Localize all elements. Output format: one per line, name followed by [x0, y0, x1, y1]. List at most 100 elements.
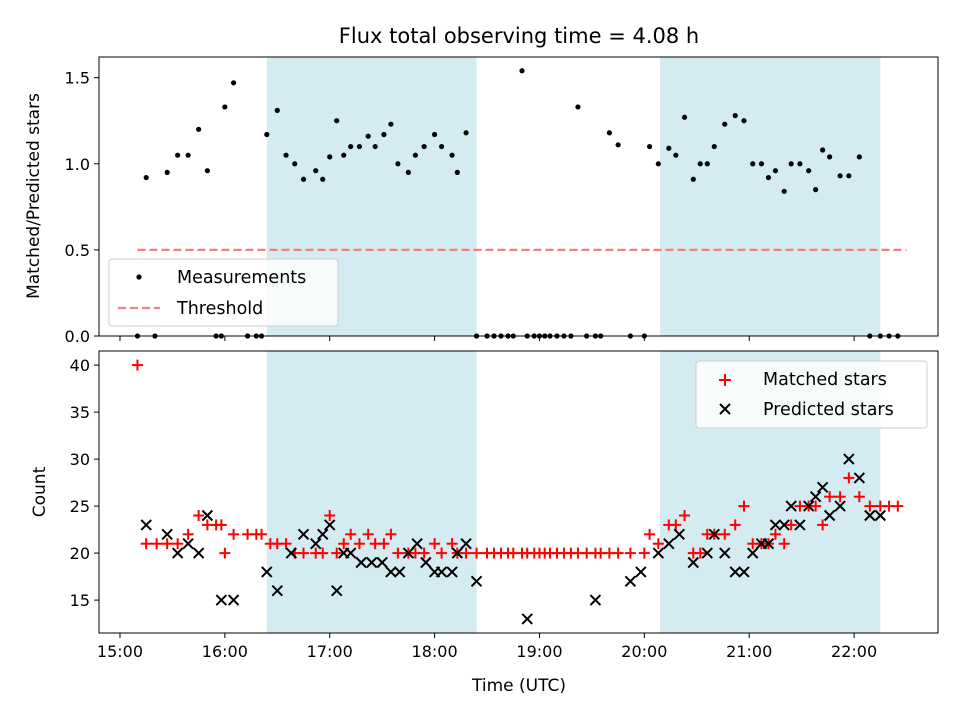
measurement-point — [449, 152, 455, 158]
measurement-point — [334, 118, 340, 124]
predicted-star-point — [521, 613, 533, 625]
predicted-star-point — [853, 472, 866, 484]
predicted-star-point — [215, 594, 228, 606]
predicted-star-point — [843, 453, 855, 465]
predicted-star-point — [420, 556, 432, 569]
predicted-star-point — [802, 500, 815, 512]
top-legend-box — [108, 258, 339, 327]
measurement-point — [320, 176, 326, 182]
shaded-interval-1 — [266, 351, 477, 633]
measurement-point — [432, 131, 438, 138]
shaded-interval-2 — [660, 57, 881, 336]
matched-star-point — [436, 547, 448, 559]
predicted-star-point — [355, 556, 367, 569]
predicted-star-point — [365, 556, 378, 569]
x-tick-label: 15:00 — [97, 642, 143, 661]
matched-star-point — [256, 528, 268, 540]
matched-star-point — [834, 491, 846, 503]
legend-predicted-marker — [719, 403, 731, 415]
measurement-point — [283, 152, 289, 158]
measurement-point — [365, 133, 371, 139]
matched-star-point — [460, 547, 472, 559]
predicted-star-point — [816, 481, 829, 494]
top-plot-frame — [98, 56, 939, 337]
predicted-star-point — [794, 519, 806, 531]
predicted-star-point — [460, 537, 472, 550]
matched-star-point — [338, 538, 350, 550]
legend-threshold-label: Threshold — [176, 299, 263, 319]
bottom-y-tick-label: 35 — [70, 403, 90, 422]
bottom-x-ticks: 15:00 16:00 17:00 18:00 19:00 20:00 21:00 22:00 — [97, 633, 877, 661]
measurement-point — [765, 174, 772, 181]
bottom-y-axis-label: Count — [30, 466, 50, 517]
top-y-tick-label: 0.0 — [65, 327, 90, 346]
measurement-point — [175, 152, 181, 158]
predicted-star-point — [393, 566, 406, 578]
measurement-point — [655, 161, 661, 167]
matched-star-point — [324, 510, 336, 521]
matched-star-point — [215, 519, 227, 531]
predicted-star-points — [140, 453, 887, 625]
measurement-point — [143, 174, 149, 181]
measurement-point — [666, 145, 672, 151]
matched-star-point — [638, 547, 650, 559]
predicted-star-point — [285, 547, 297, 559]
measurement-point — [575, 104, 581, 110]
bottom-y-ticks: 15 20 25 30 35 40 — [70, 356, 99, 610]
matched-star-point — [378, 538, 390, 550]
measurement-point — [454, 169, 460, 175]
predicted-star-point — [411, 537, 423, 550]
matched-star-point — [228, 528, 240, 540]
x-tick-label: 19:00 — [516, 642, 562, 661]
measurement-point — [690, 176, 696, 182]
measurement-point — [681, 114, 688, 120]
predicted-star-point — [140, 519, 152, 531]
measurement-point — [313, 168, 319, 174]
bottom-y-tick-label: 20 — [70, 544, 90, 563]
bottom-legend-box — [695, 360, 928, 429]
matched-star-point — [140, 538, 152, 550]
predicted-star-point — [446, 566, 458, 578]
predicted-star-point — [161, 528, 173, 541]
x-tick-label: 17:00 — [307, 642, 353, 661]
measurement-point — [606, 130, 612, 136]
measurement-point — [856, 154, 862, 160]
measurement-point — [356, 143, 363, 150]
matched-star-point — [331, 547, 343, 559]
matched-star-point — [810, 500, 822, 512]
matched-star-point — [280, 538, 292, 550]
matched-star-point — [317, 547, 329, 559]
matched-star-point — [778, 538, 790, 550]
predicted-star-point — [778, 519, 790, 531]
x-tick-label: 16:00 — [202, 642, 248, 661]
measurement-point — [412, 152, 418, 158]
predicted-star-point — [227, 594, 240, 606]
measurement-point — [204, 168, 210, 174]
measurement-point — [438, 143, 445, 150]
matched-star-point — [853, 491, 865, 503]
matched-star-point — [612, 547, 624, 559]
matched-star-point — [161, 538, 173, 550]
measurement-point — [711, 143, 717, 150]
measurement-point — [519, 68, 525, 74]
matched-star-point — [729, 519, 741, 531]
matched-star-point — [843, 472, 855, 484]
top-y-axis-label: Matched/Predicted stars — [24, 93, 44, 299]
matched-star-point — [817, 519, 829, 531]
predicted-star-point — [701, 547, 713, 559]
predicted-star-point — [708, 528, 720, 541]
matched-star-point — [694, 547, 706, 559]
legend-measurements-label: Measurements — [177, 268, 306, 288]
predicted-star-point — [719, 547, 731, 559]
predicted-star-point — [435, 566, 448, 578]
measurement-point — [300, 176, 307, 182]
matched-star-point — [298, 547, 310, 559]
predicted-star-point — [785, 500, 797, 512]
measurement-point — [164, 169, 170, 175]
measurement-point — [388, 121, 394, 127]
predicted-star-point — [385, 566, 397, 578]
bottom-y-tick-label: 30 — [70, 450, 90, 469]
predicted-star-point — [663, 537, 675, 550]
matched-star-point — [345, 528, 357, 540]
predicted-star-point — [310, 537, 322, 550]
